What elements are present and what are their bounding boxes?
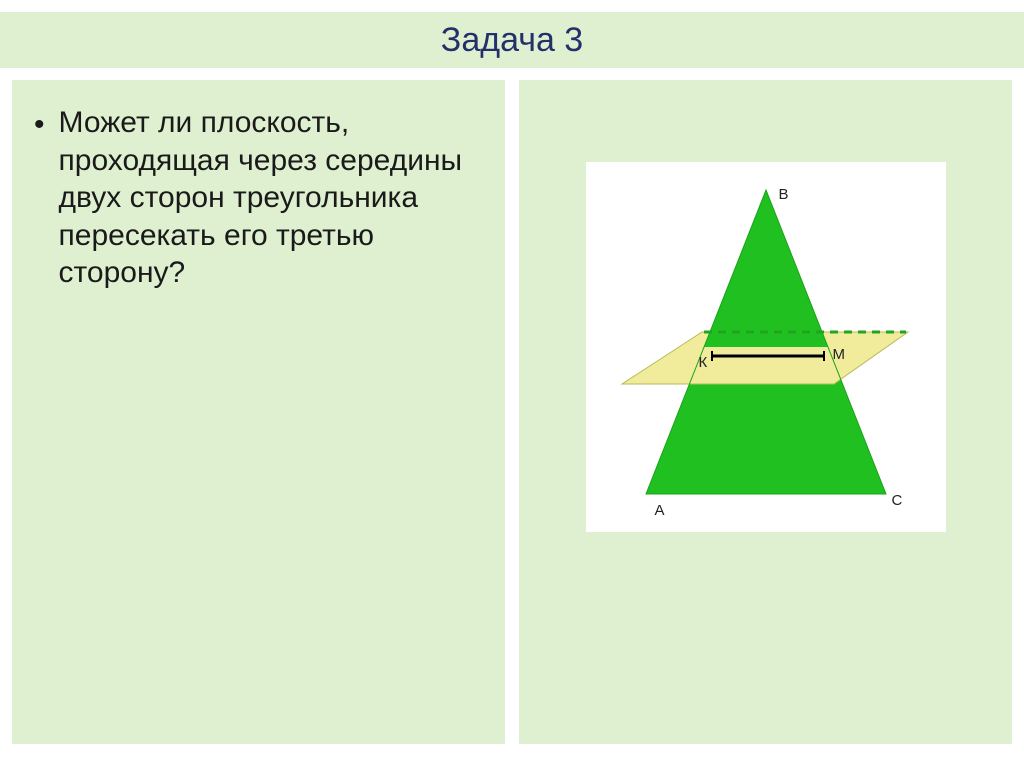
- triangle-upper: [704, 190, 828, 347]
- left-column: • Может ли плоскость, проходящая через с…: [12, 80, 505, 744]
- content-columns: • Может ли плоскость, проходящая через с…: [0, 68, 1024, 756]
- title-bar: Задача 3: [0, 12, 1024, 68]
- right-column: В К М А С: [519, 80, 1012, 744]
- figure-box: В К М А С: [586, 162, 946, 532]
- bullet-dot: •: [34, 104, 45, 292]
- geometry-diagram: [586, 162, 946, 532]
- label-m: М: [833, 346, 846, 363]
- bullet-text: Может ли плоскость, проходящая через сер…: [59, 104, 483, 292]
- label-a: А: [655, 502, 665, 519]
- label-b: В: [779, 186, 789, 203]
- bullet-item: • Может ли плоскость, проходящая через с…: [34, 104, 483, 292]
- figure-wrap: В К М А С: [541, 104, 990, 720]
- label-k: К: [699, 354, 708, 371]
- label-c: С: [892, 492, 903, 509]
- slide-title: Задача 3: [441, 21, 583, 60]
